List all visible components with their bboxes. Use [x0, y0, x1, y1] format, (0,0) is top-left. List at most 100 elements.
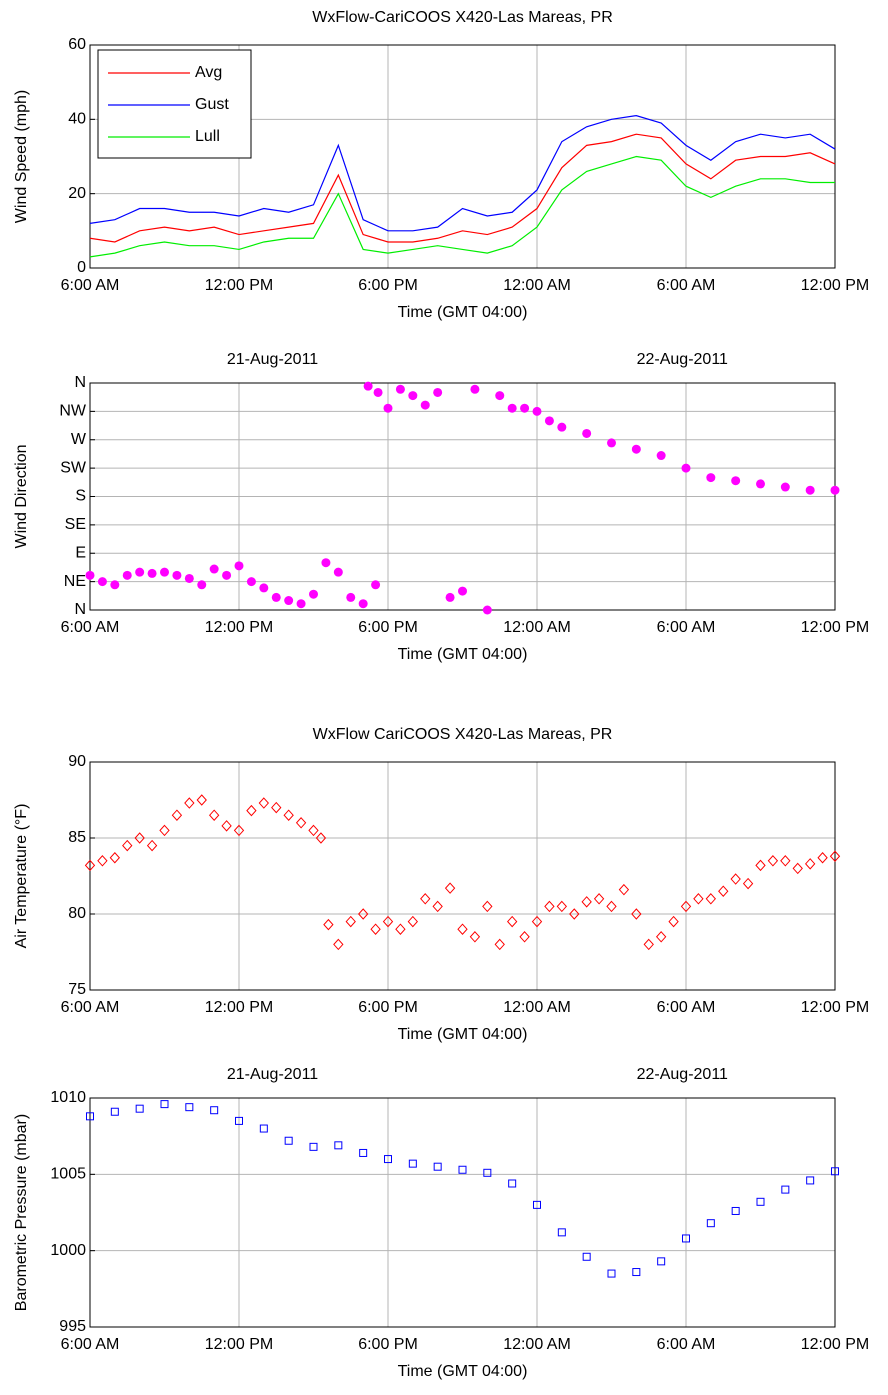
- point: [804, 858, 816, 870]
- point: [184, 797, 195, 809]
- point: [383, 403, 393, 413]
- series-line: [89, 155, 835, 258]
- x-tick-label: 6:00 AM: [61, 619, 120, 636]
- date-label: 21-Aug-2011: [227, 1066, 318, 1083]
- point: [146, 839, 158, 852]
- y-tick-label: 20: [68, 185, 86, 202]
- y-tick-label: NE: [64, 573, 86, 590]
- point: [271, 801, 282, 814]
- point: [607, 438, 616, 448]
- y-tick-label: SE: [65, 516, 86, 533]
- point: [395, 384, 405, 394]
- point: [382, 915, 394, 928]
- point: [767, 855, 779, 867]
- point: [97, 855, 108, 867]
- point: [531, 915, 543, 928]
- plot-area: [90, 762, 835, 990]
- x-tick-label: 12:00 PM: [205, 277, 273, 294]
- legend-label: Gust: [195, 96, 229, 113]
- point: [469, 931, 481, 943]
- x-tick-label: 6:00 AM: [61, 999, 120, 1016]
- point: [234, 561, 244, 571]
- point: [271, 592, 281, 602]
- plot-frame: [89, 382, 836, 611]
- point: [333, 567, 343, 577]
- point: [631, 908, 642, 920]
- x-tick-label: 6:00 PM: [358, 619, 418, 636]
- point: [557, 422, 567, 432]
- point: [233, 824, 245, 837]
- x-axis-label: Time (GMT 04:00): [398, 304, 528, 321]
- x-tick-label: 12:00 AM: [503, 277, 571, 294]
- point: [520, 403, 530, 413]
- point: [184, 573, 194, 583]
- point: [607, 1269, 616, 1278]
- point: [656, 451, 666, 461]
- date-label: 22-Aug-2011: [637, 351, 728, 368]
- y-tick-label: E: [75, 544, 86, 561]
- point: [86, 1112, 94, 1121]
- x-tick-label: 6:00 AM: [61, 277, 120, 294]
- x-axis-label: Time (GMT 04:00): [398, 1026, 528, 1043]
- point: [209, 564, 219, 574]
- x-tick-label: 12:00 PM: [801, 619, 869, 636]
- point: [97, 577, 107, 587]
- point: [373, 387, 383, 397]
- x-tick-label: 12:00 AM: [503, 619, 571, 636]
- point: [657, 1257, 666, 1266]
- x-tick-label: 12:00 AM: [503, 1336, 571, 1353]
- point: [134, 832, 145, 844]
- point: [631, 444, 641, 454]
- point: [458, 586, 467, 596]
- point: [408, 1159, 417, 1168]
- point: [284, 596, 294, 606]
- point: [159, 824, 170, 837]
- point: [109, 852, 121, 864]
- point: [235, 1116, 243, 1125]
- point: [780, 855, 791, 867]
- point: [284, 1136, 293, 1145]
- point: [309, 1142, 318, 1151]
- x-axis-label: Time (GMT 04:00): [398, 1363, 528, 1380]
- point: [618, 883, 630, 896]
- point: [420, 893, 431, 905]
- point: [258, 797, 270, 809]
- date-label: 22-Aug-2011: [637, 1066, 728, 1083]
- point: [210, 1106, 219, 1115]
- point: [445, 592, 455, 602]
- x-tick-label: 12:00 PM: [205, 999, 273, 1016]
- point: [110, 1107, 119, 1116]
- point: [359, 1148, 368, 1157]
- point: [208, 809, 220, 821]
- point: [781, 1185, 790, 1194]
- y-tick-label: W: [71, 431, 87, 448]
- point: [693, 893, 704, 905]
- point: [315, 832, 327, 844]
- plot-area: [90, 1098, 835, 1327]
- point: [221, 820, 232, 832]
- point: [309, 589, 318, 599]
- point: [706, 1219, 715, 1228]
- point: [668, 915, 679, 928]
- point: [581, 896, 592, 908]
- point: [533, 1200, 541, 1209]
- y-tick-label: 1005: [50, 1166, 86, 1183]
- y-tick-label: NW: [59, 403, 87, 420]
- point: [321, 558, 331, 568]
- point: [346, 592, 356, 602]
- point: [643, 938, 654, 951]
- point: [308, 824, 319, 837]
- chart-title: WxFlow CariCOOS X420-Las Mareas, PR: [313, 726, 613, 743]
- x-tick-label: 6:00 AM: [657, 619, 716, 636]
- y-tick-label: 80: [68, 905, 86, 922]
- plot-frame: [89, 1097, 836, 1328]
- point: [470, 384, 480, 394]
- point: [283, 809, 294, 821]
- point: [160, 567, 169, 577]
- point: [706, 473, 716, 483]
- point: [197, 580, 207, 590]
- x-axis-label: Time (GMT 04:00): [398, 646, 528, 663]
- y-tick-label: 75: [68, 981, 86, 998]
- point: [122, 839, 133, 852]
- point: [110, 580, 120, 590]
